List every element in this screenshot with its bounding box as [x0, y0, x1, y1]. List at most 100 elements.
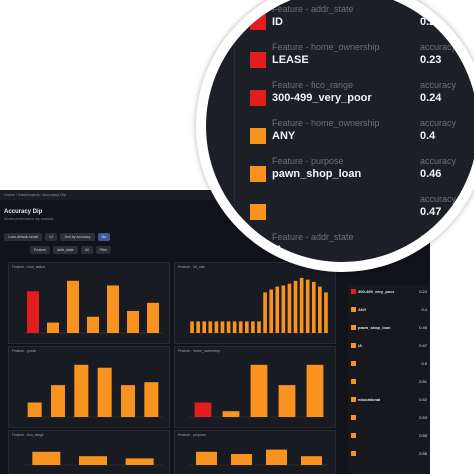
- bar[interactable]: [202, 321, 207, 333]
- bar[interactable]: [251, 321, 255, 333]
- zoom-list-item[interactable]: Feature - fico_range 300-499_very_poor acc…: [250, 64, 474, 114]
- color-swatch: [250, 242, 266, 258]
- bar[interactable]: [311, 281, 316, 333]
- go-button[interactable]: Go: [97, 233, 111, 241]
- sort-select[interactable]: Sort by accuracy: [60, 233, 95, 241]
- bar[interactable]: [257, 321, 261, 333]
- list-item[interactable]: [351, 379, 358, 385]
- color-swatch: [351, 307, 356, 313]
- bar[interactable]: [250, 364, 268, 417]
- filter-all[interactable]: All: [80, 246, 93, 254]
- bar[interactable]: [238, 321, 243, 333]
- bar[interactable]: [281, 285, 286, 333]
- list-item[interactable]: pawn_shop_loan: [351, 325, 390, 331]
- bar[interactable]: [306, 364, 324, 417]
- list-item[interactable]: educational: [351, 397, 380, 403]
- list-item-value: 0.52: [419, 397, 427, 402]
- list-item-value: 0.5: [421, 361, 427, 366]
- filter-feature[interactable]: Feature: [30, 246, 51, 254]
- zoom-list-item[interactable]: Feature - home_ownership ANY accuracy 0.4: [250, 102, 474, 152]
- list-item-value: 0.47: [419, 343, 427, 348]
- bar[interactable]: [299, 277, 304, 333]
- bar[interactable]: [293, 280, 298, 333]
- bar[interactable]: [121, 385, 135, 417]
- bar[interactable]: [107, 285, 119, 333]
- bar[interactable]: [324, 292, 328, 333]
- bar[interactable]: [318, 286, 322, 333]
- bar[interactable]: [214, 321, 219, 333]
- feature-value: ANY: [272, 130, 296, 142]
- list-item[interactable]: [351, 433, 358, 439]
- zoom-list-item[interactable]: Feature - purpose pawn_shop_loan accuracy 0…: [250, 140, 474, 190]
- bar[interactable]: [79, 456, 107, 465]
- bar[interactable]: [144, 382, 159, 417]
- bar[interactable]: [97, 367, 112, 417]
- zoom-list-item[interactable]: accuracy 0.47: [250, 178, 474, 228]
- list-item[interactable]: ANY: [351, 307, 367, 313]
- list-item[interactable]: [351, 415, 358, 421]
- bar[interactable]: [263, 292, 267, 333]
- accuracy-value: 0.47: [420, 244, 442, 256]
- list-item-value: 0.53: [419, 415, 427, 420]
- bar[interactable]: [220, 321, 225, 333]
- chart-panel-3: Feature - grade: [8, 346, 170, 428]
- list-item-value: 0.46: [419, 325, 427, 330]
- bar[interactable]: [27, 291, 39, 333]
- bar[interactable]: [208, 321, 213, 333]
- bar[interactable]: [196, 451, 217, 465]
- version-chip[interactable]: V2: [45, 233, 58, 241]
- accuracy-label: accuracy: [420, 156, 457, 166]
- bar[interactable]: [51, 385, 65, 417]
- list-item[interactable]: IA: [351, 343, 362, 349]
- bar[interactable]: [231, 454, 252, 465]
- bar[interactable]: [278, 385, 296, 417]
- list-item-label: 300-499_very_poor: [358, 289, 395, 294]
- color-swatch: [351, 325, 356, 331]
- panel-title: Feature - home_ownership: [178, 349, 220, 353]
- bar[interactable]: [226, 321, 231, 333]
- bar[interactable]: [305, 279, 310, 333]
- bar[interactable]: [147, 302, 159, 333]
- list-item[interactable]: [351, 451, 358, 457]
- bar[interactable]: [74, 364, 89, 417]
- zoom-magnifier: Feature - addr_state ID 0.2 Feature - home_…: [196, 0, 474, 272]
- bar[interactable]: [287, 283, 292, 333]
- color-swatch: [250, 128, 266, 144]
- bar[interactable]: [266, 449, 287, 465]
- bar-chart: [189, 277, 329, 334]
- feature-value: LEASE: [272, 54, 309, 66]
- feature-value: ID: [272, 16, 283, 28]
- bar[interactable]: [196, 321, 200, 333]
- bar[interactable]: [127, 310, 139, 333]
- bar[interactable]: [32, 451, 61, 465]
- color-swatch: [250, 52, 266, 68]
- bar[interactable]: [87, 316, 99, 333]
- bar[interactable]: [245, 321, 249, 333]
- bar[interactable]: [269, 289, 273, 334]
- filter-feature-value[interactable]: addr_state: [53, 246, 78, 254]
- list-item[interactable]: 300-499_very_poor: [351, 289, 395, 295]
- feature-value: 300-499_very_poor: [272, 92, 372, 104]
- bar[interactable]: [222, 411, 240, 417]
- bar[interactable]: [275, 286, 280, 333]
- filter-bar-secondary: Feature addr_state All Filter: [30, 246, 112, 254]
- zoom-list-item[interactable]: Feature - addr_state ID 0.2: [250, 0, 474, 38]
- bar[interactable]: [301, 456, 322, 465]
- bar[interactable]: [27, 402, 42, 418]
- bar[interactable]: [232, 321, 237, 333]
- bar[interactable]: [190, 321, 194, 333]
- color-swatch: [351, 289, 356, 295]
- zoom-list-item[interactable]: Feature - home_ownership LEASE accuracy 0.2…: [250, 26, 474, 76]
- list-item-label: ANY: [358, 307, 367, 312]
- filter-input[interactable]: Filter: [95, 246, 112, 254]
- model-select[interactable]: Loan-default-model: [4, 233, 43, 241]
- bar[interactable]: [125, 458, 154, 465]
- bar[interactable]: [194, 402, 212, 418]
- list-item[interactable]: [351, 361, 358, 367]
- bar[interactable]: [67, 280, 79, 333]
- feature-value: IA: [272, 244, 283, 256]
- zoom-list-item[interactable]: Feature - addr_state IA accuracy 0.47: [250, 216, 474, 262]
- accuracy-value: 0.24: [420, 92, 442, 104]
- accuracy-value: 0.2: [420, 16, 436, 28]
- bar[interactable]: [47, 322, 59, 333]
